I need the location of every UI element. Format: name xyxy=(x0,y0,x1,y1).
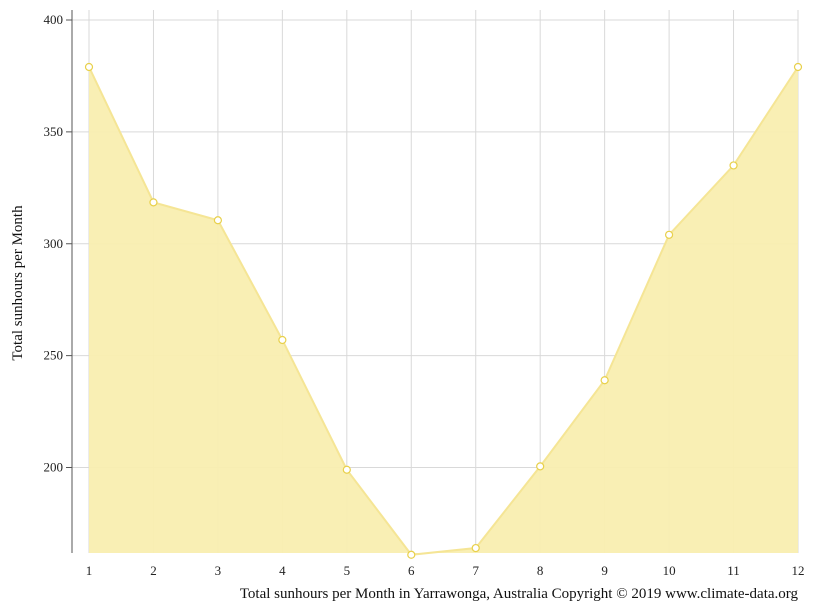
y-axis-title: Total sunhours per Month xyxy=(10,205,26,361)
x-tick-label: 1 xyxy=(86,563,93,578)
y-tick-label: 200 xyxy=(44,460,64,475)
data-point xyxy=(149,198,158,207)
x-tick-label: 9 xyxy=(601,563,608,578)
x-tick-label: 11 xyxy=(727,563,740,578)
x-tick-labels: 1 2 3 4 5 6 7 8 9 10 11 12 xyxy=(86,563,805,578)
area-fill xyxy=(89,66,798,555)
data-point xyxy=(471,543,480,553)
x-tick-label: 3 xyxy=(215,563,222,578)
data-point xyxy=(664,230,674,239)
data-point xyxy=(729,161,738,170)
y-tick-labels: 200 250 300 350 400 xyxy=(44,12,72,475)
data-point xyxy=(536,462,545,471)
x-tick-label: 4 xyxy=(279,563,286,578)
data-point xyxy=(84,62,94,72)
x-tick-label: 12 xyxy=(792,563,805,578)
x-tick-label: 2 xyxy=(150,563,157,578)
x-tick-label: 5 xyxy=(344,563,351,578)
x-tick-label: 8 xyxy=(537,563,544,578)
x-tick-label: 7 xyxy=(472,563,479,578)
y-tick-label: 250 xyxy=(44,348,64,363)
y-tick-label: 350 xyxy=(44,124,64,139)
data-point xyxy=(407,550,416,559)
y-tick-label: 300 xyxy=(44,236,64,251)
data-points xyxy=(84,62,803,559)
y-tick-label: 400 xyxy=(44,12,64,27)
x-axis-title: Total sunhours per Month in Yarrawonga, … xyxy=(240,586,799,602)
x-tick-label: 6 xyxy=(408,563,415,578)
data-point xyxy=(213,216,223,225)
data-point xyxy=(793,62,803,72)
data-point xyxy=(342,465,351,474)
area-layer xyxy=(88,66,799,556)
x-tick-label: 10 xyxy=(663,563,676,578)
data-point xyxy=(600,376,609,385)
series-line xyxy=(88,66,799,556)
data-point xyxy=(278,335,287,345)
